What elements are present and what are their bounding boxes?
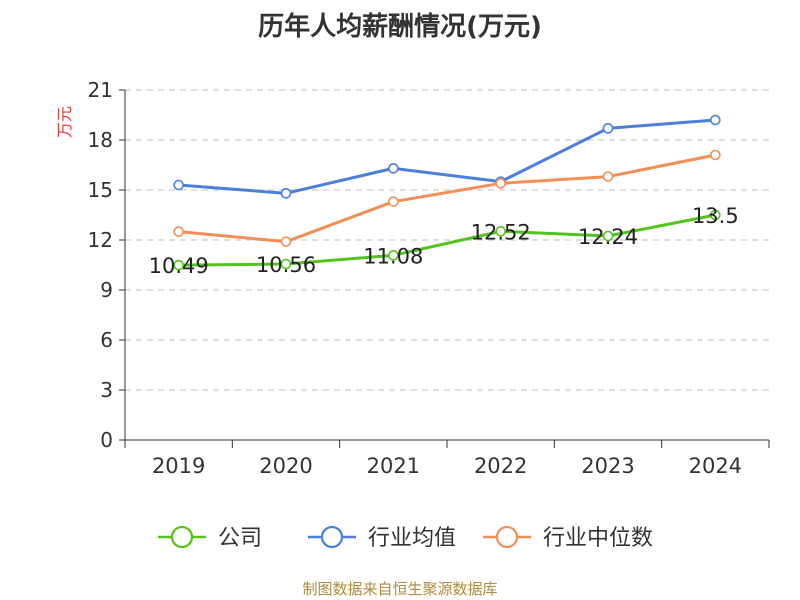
y-tick-label: 9 xyxy=(100,278,113,302)
data-point xyxy=(280,188,292,199)
data-point xyxy=(602,171,614,182)
y-tick-label: 3 xyxy=(100,378,113,402)
data-label: 12.24 xyxy=(578,225,638,249)
data-point xyxy=(710,149,721,161)
data-point xyxy=(495,226,506,237)
data-point xyxy=(388,163,399,174)
data-point xyxy=(173,179,184,191)
data-point xyxy=(173,226,184,237)
legend-marker xyxy=(320,525,344,549)
data-label: 10.49 xyxy=(149,254,209,278)
data-point xyxy=(602,230,614,242)
legend-label: 行业均值 xyxy=(368,526,456,551)
legend: 公司 行业均值 行业中位数 xyxy=(158,525,653,551)
data-source-note: 制图数据来自恒生聚源数据库 xyxy=(302,580,498,598)
y-axis-label: 万元 xyxy=(55,106,74,138)
x-tick-label: 2023 xyxy=(581,454,634,478)
x-tick-label: 2022 xyxy=(474,454,527,478)
chart-title: 历年人均薪酬情况(万元) xyxy=(258,12,542,42)
y-tick-label: 18 xyxy=(88,128,113,152)
y-tick-label: 6 xyxy=(100,328,113,352)
data-label: 12.52 xyxy=(471,220,531,244)
axes: 0 3 6 9 12 15 18 21 2019 2020 2021 2022 2023 2024 万元 xyxy=(55,78,770,478)
data-labels: 10.49 10.56 11.08 12.52 12.24 13.5 xyxy=(149,204,739,278)
data-point xyxy=(602,123,614,134)
x-tick-label: 2019 xyxy=(152,454,205,478)
legend-marker xyxy=(495,525,519,549)
data-label: 13.5 xyxy=(692,204,739,228)
data-point xyxy=(173,259,184,271)
data-label: 10.56 xyxy=(256,253,316,277)
legend-marker xyxy=(170,525,194,549)
data-point xyxy=(280,258,292,270)
series-line xyxy=(178,153,716,244)
data-point xyxy=(280,236,292,247)
series-lines xyxy=(178,118,716,267)
data-point xyxy=(495,178,506,189)
x-tick-label: 2020 xyxy=(259,454,312,478)
grid-lines xyxy=(125,89,769,391)
y-tick-label: 21 xyxy=(88,78,113,102)
data-points xyxy=(173,114,721,271)
legend-label: 行业中位数 xyxy=(543,526,653,551)
x-tick-label: 2021 xyxy=(367,454,420,478)
data-label: 11.08 xyxy=(363,244,423,268)
y-tick-label: 12 xyxy=(88,228,113,252)
series-line xyxy=(178,118,716,195)
data-point xyxy=(710,209,721,221)
x-tick-label: 2024 xyxy=(689,454,742,478)
y-tick-label: 0 xyxy=(100,428,113,452)
y-tick-label: 15 xyxy=(88,178,113,202)
data-point xyxy=(388,250,399,261)
series-line xyxy=(178,213,716,267)
data-point xyxy=(710,114,721,126)
data-point xyxy=(388,196,399,207)
legend-label: 公司 xyxy=(218,526,262,551)
